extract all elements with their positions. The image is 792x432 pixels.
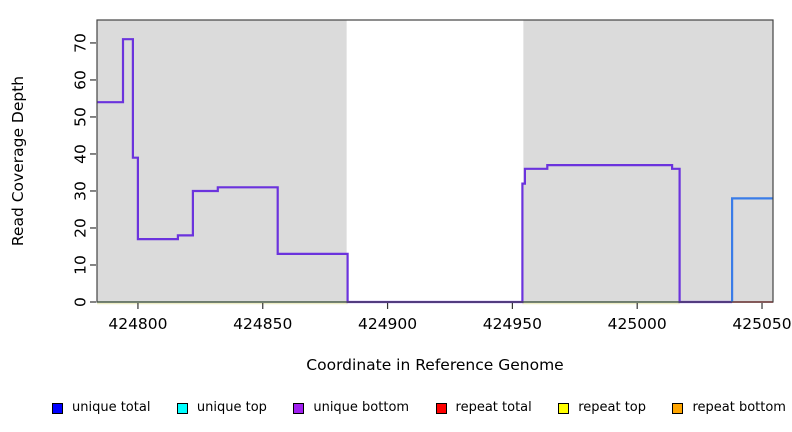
y-tick-label: 30 <box>72 181 90 201</box>
y-tick-label: 10 <box>72 255 90 275</box>
x-tick-label: 424900 <box>358 315 417 333</box>
shaded-region <box>523 20 773 302</box>
x-axis: 424800 424850 424900 424950 425000 425050 <box>108 303 792 333</box>
y-axis: 0 10 20 30 40 50 60 70 <box>72 33 96 307</box>
legend-label: unique bottom <box>313 400 410 415</box>
legend-label: unique top <box>196 400 267 415</box>
unique-total-trace <box>730 197 773 302</box>
legend-swatch <box>293 402 305 414</box>
y-tick-label: 0 <box>72 297 90 307</box>
legend-swatch <box>558 402 570 414</box>
plot-border <box>96 19 774 303</box>
legend-swatch <box>672 402 684 414</box>
legend-item-repeat-bottom: repeat bottom <box>672 399 786 417</box>
unique-bottom-trace <box>97 38 733 304</box>
legend-label: repeat bottom <box>692 400 786 415</box>
legend-item-repeat-total: repeat total <box>435 399 532 417</box>
y-tick-label: 20 <box>72 218 90 238</box>
legend-swatch <box>435 402 447 414</box>
chart-legend: unique total unique top unique bottom re… <box>52 399 786 417</box>
y-tick-label: 40 <box>72 144 90 164</box>
legend-item-repeat-top: repeat top <box>558 399 646 417</box>
y-tick-label: 50 <box>72 107 90 127</box>
y-tick-label: 60 <box>72 70 90 90</box>
legend-item-unique-top: unique top <box>176 399 267 417</box>
y-axis-title: Read Coverage Depth <box>9 75 27 247</box>
x-axis-title: Coordinate in Reference Genome <box>306 356 564 374</box>
legend-swatch <box>176 402 188 414</box>
legend-label: repeat total <box>455 400 532 415</box>
legend-item-unique-bottom: unique bottom <box>293 399 409 417</box>
x-tick-label: 425000 <box>608 315 667 333</box>
legend-label: unique total <box>72 400 151 415</box>
x-tick-label: 425050 <box>732 315 791 333</box>
x-tick-label: 424950 <box>483 315 542 333</box>
coverage-chart: 424800 424850 424900 424950 425000 425050 0 10 2… <box>72 19 792 333</box>
x-tick-label: 424850 <box>233 315 292 333</box>
x-tick-label: 424800 <box>108 315 167 333</box>
legend-label: repeat top <box>578 400 646 415</box>
legend-swatch <box>52 402 63 414</box>
shaded-region <box>97 20 347 302</box>
legend-item-unique-total: unique total <box>52 399 150 417</box>
y-tick-label: 70 <box>72 33 90 53</box>
